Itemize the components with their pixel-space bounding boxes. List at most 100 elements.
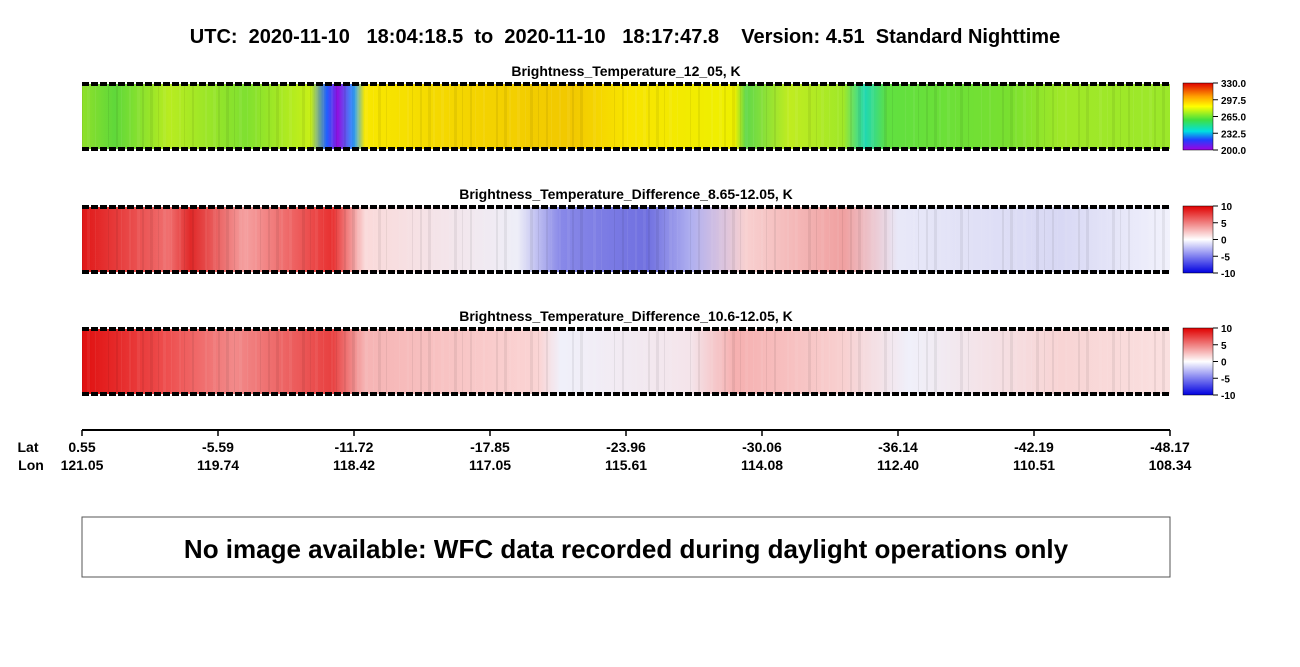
- streak: [517, 329, 520, 394]
- streak: [352, 329, 355, 394]
- colorbar-label: 10: [1221, 202, 1233, 213]
- streak: [150, 329, 153, 394]
- streak: [95, 84, 96, 149]
- streak: [137, 84, 140, 149]
- streak: [601, 207, 602, 272]
- streak: [82, 329, 83, 394]
- streak: [858, 329, 861, 394]
- streak: [572, 84, 574, 149]
- streak: [648, 207, 650, 272]
- colorbar-label: 232.5: [1221, 129, 1246, 140]
- streak: [95, 207, 96, 272]
- streak: [1078, 207, 1080, 272]
- streak: [740, 329, 741, 394]
- streak: [698, 84, 700, 149]
- streak: [504, 84, 507, 149]
- streak: [871, 207, 874, 272]
- streak: [719, 207, 722, 272]
- streak: [635, 84, 637, 149]
- streak: [483, 84, 485, 149]
- streak: [567, 84, 570, 149]
- streak: [724, 207, 726, 272]
- streak: [753, 329, 754, 394]
- streak: [601, 329, 602, 394]
- lat-tick-label: -5.59: [202, 439, 234, 455]
- streak: [129, 84, 131, 149]
- streak: [192, 207, 194, 272]
- streak: [1065, 84, 1067, 149]
- streak: [310, 207, 311, 272]
- streak: [677, 84, 678, 149]
- streak: [656, 207, 659, 272]
- streak: [981, 207, 982, 272]
- streak: [247, 207, 248, 272]
- streak: [336, 84, 337, 149]
- streak: [129, 207, 131, 272]
- streak: [331, 207, 333, 272]
- streak: [955, 84, 956, 149]
- streak: [302, 329, 305, 394]
- streak: [239, 84, 242, 149]
- streak: [538, 329, 539, 394]
- streak: [690, 207, 691, 272]
- streak: [635, 207, 637, 272]
- streak: [884, 84, 887, 149]
- streak: [795, 207, 798, 272]
- streak: [968, 84, 969, 149]
- streak: [601, 84, 602, 149]
- streak: [918, 329, 919, 394]
- streak: [281, 329, 283, 394]
- streak: [137, 329, 140, 394]
- lon-tick-label: 117.05: [469, 457, 511, 473]
- colorbar-label: 0: [1221, 236, 1227, 247]
- streak: [281, 84, 283, 149]
- streak: [184, 84, 185, 149]
- streak: [1162, 329, 1165, 394]
- streak: [947, 84, 950, 149]
- streak: [753, 84, 754, 149]
- streak: [386, 84, 387, 149]
- streak: [1057, 207, 1058, 272]
- streak: [213, 207, 216, 272]
- streak: [939, 84, 941, 149]
- streak: [108, 329, 109, 394]
- streak: [255, 84, 257, 149]
- streak: [179, 329, 181, 394]
- streak: [116, 207, 118, 272]
- streak: [677, 207, 678, 272]
- streak: [336, 329, 337, 394]
- streak: [821, 207, 824, 272]
- streak: [774, 84, 776, 149]
- streak: [441, 207, 444, 272]
- streak: [412, 207, 413, 272]
- streak: [82, 207, 83, 272]
- streak: [441, 329, 444, 394]
- streak: [1036, 84, 1039, 149]
- streak: [1052, 207, 1054, 272]
- streak: [1128, 84, 1130, 149]
- lon-tick-label: 108.34: [1149, 457, 1192, 473]
- streak: [184, 329, 185, 394]
- streak: [614, 84, 615, 149]
- streak: [732, 207, 735, 272]
- streak: [1099, 329, 1102, 394]
- streak: [475, 84, 476, 149]
- streak: [761, 329, 763, 394]
- streak: [837, 84, 839, 149]
- streak: [470, 329, 472, 394]
- streak: [226, 84, 229, 149]
- streak: [1031, 207, 1032, 272]
- streak: [1120, 329, 1121, 394]
- streak: [567, 329, 570, 394]
- streak: [1078, 84, 1080, 149]
- streak: [724, 329, 726, 394]
- streak: [357, 329, 359, 394]
- streak: [926, 207, 928, 272]
- streak: [1086, 329, 1089, 394]
- streak: [192, 84, 194, 149]
- streak: [593, 207, 596, 272]
- streak: [821, 84, 824, 149]
- colorbar-label: 200.0: [1221, 146, 1246, 157]
- streak: [787, 84, 789, 149]
- streak: [787, 329, 789, 394]
